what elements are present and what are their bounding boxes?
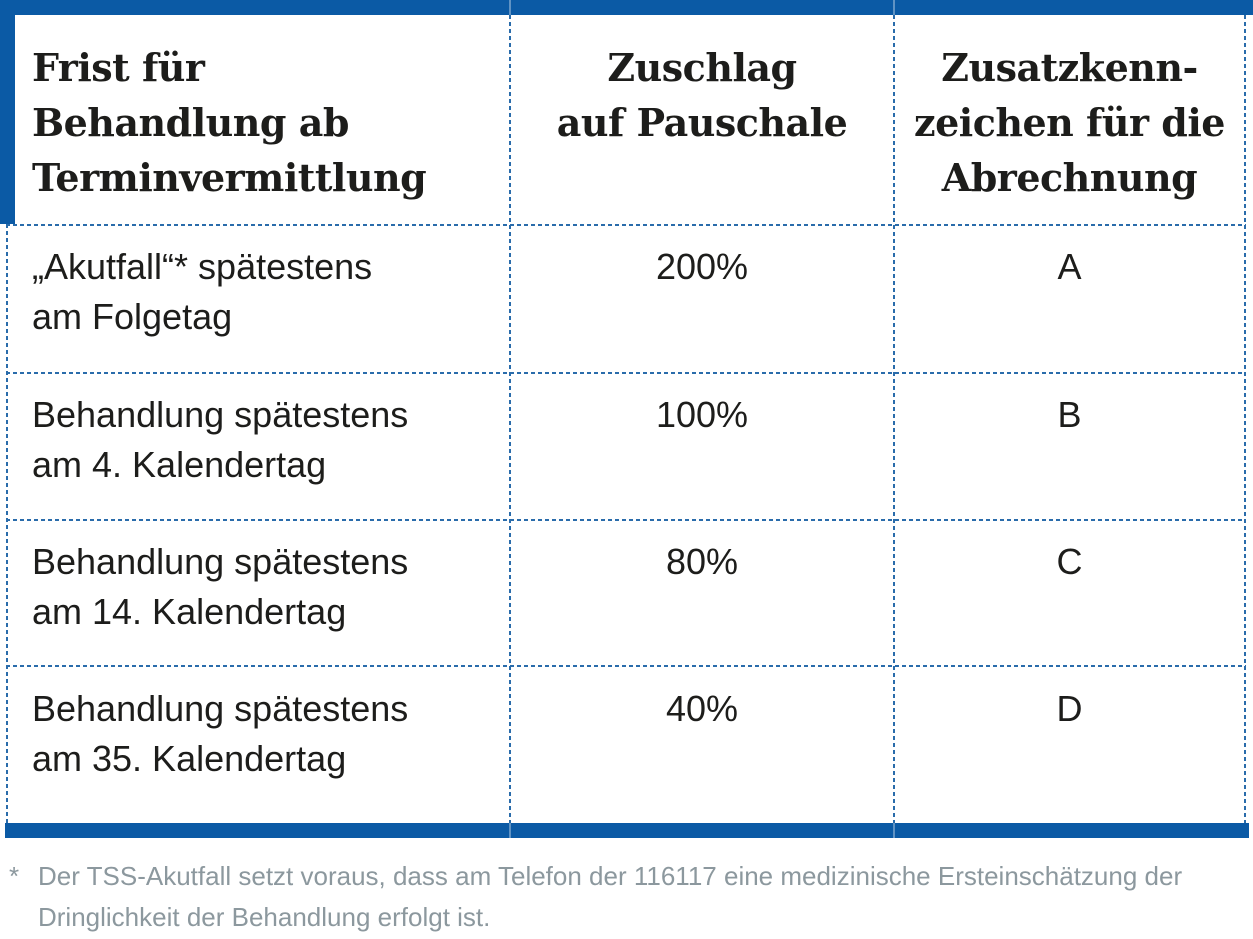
divider-notch [509, 823, 511, 838]
divider-notch [509, 0, 511, 15]
row-divider-line [6, 665, 1246, 667]
table-row-cell-kennzeichen: D [1056, 688, 1083, 729]
column-divider-1 [509, 15, 511, 823]
table-top-bar [0, 0, 1253, 15]
table-row-cell-frist: Behandlung spätestens am 4. Kalendertag [32, 394, 409, 485]
table-row-cell-zuschlag: 200% [655, 246, 749, 287]
table-row-cell-zuschlag: 100% [655, 394, 749, 435]
header-cell-zuschlag: Zuschlag auf Pauschale [556, 45, 848, 145]
divider-notch [893, 0, 895, 15]
table-row-cell-frist: Behandlung spätestens am 35. Kalendertag [32, 688, 409, 779]
row-divider-line [6, 519, 1246, 521]
table-right-dashed-border [1244, 15, 1246, 823]
table-left-bar [0, 0, 15, 224]
header-cell-zusatzkennzeichen: Zusatzkenn- zeichen für die Abrechnung [914, 45, 1225, 200]
header-divider-line [6, 224, 1246, 226]
table-row-cell-kennzeichen: C [1056, 541, 1083, 582]
table-row-cell-zuschlag: 80% [665, 541, 739, 582]
table-row-cell-zuschlag: 40% [665, 688, 739, 729]
footnote-text: Der TSS-Akutfall setzt voraus, dass am T… [38, 861, 1183, 932]
divider-notch [893, 823, 895, 838]
table-row-cell-frist: Behandlung spätestens am 14. Kalendertag [32, 541, 409, 632]
row-divider-line [6, 372, 1246, 374]
column-divider-2 [893, 15, 895, 823]
table-bottom-bar [5, 823, 1249, 838]
header-cell-frist: Frist für Behandlung ab Terminvermittlun… [32, 45, 427, 200]
table-row-cell-kennzeichen: B [1057, 394, 1082, 435]
table-row-cell-frist: „Akutfall“* spätestens am Folgetag [32, 246, 373, 337]
table-left-dashed-border [6, 224, 8, 823]
table-row-cell-kennzeichen: A [1057, 246, 1082, 287]
footnote-marker: * [9, 861, 20, 891]
